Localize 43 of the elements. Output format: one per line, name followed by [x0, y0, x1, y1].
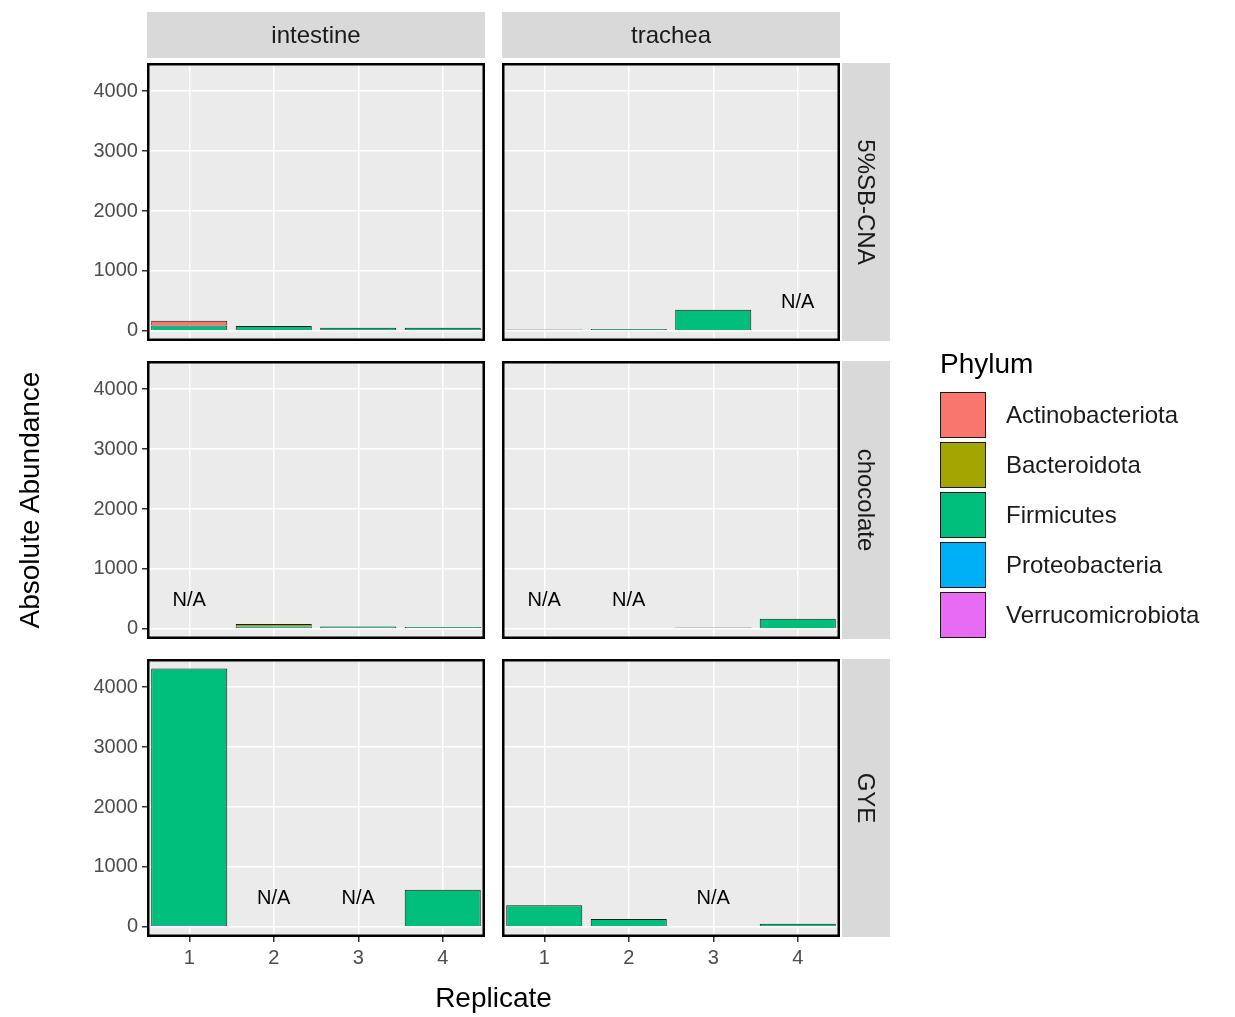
x-tick-label: 2 — [623, 945, 635, 968]
y-tick-label: 2000 — [93, 794, 138, 817]
y2-axis-title: chocolate — [852, 448, 880, 552]
x-tick-label: 1 — [538, 945, 550, 968]
x-tick-label: 2 — [268, 945, 280, 968]
y-tick-label: 1000 — [93, 556, 138, 579]
legend-label: Actinobacteriota — [1006, 401, 1179, 429]
y-axis-title: Absolute Abundance — [14, 371, 46, 629]
y-tick-label: 0 — [126, 318, 138, 341]
y-tick-label: 4000 — [93, 78, 138, 101]
y2-axis-title: GYE — [852, 772, 880, 824]
text: N/A — [257, 886, 291, 909]
text: N/A — [612, 588, 646, 611]
legend-label: Proteobacteria — [1006, 551, 1163, 579]
x-tick-label: 1 — [183, 945, 195, 968]
y-tick-label: 0 — [126, 616, 138, 639]
text: N/A — [696, 886, 730, 909]
x-tick-label: 4 — [437, 945, 449, 968]
text: N/A — [781, 290, 815, 313]
chart-title: intestine — [147, 12, 485, 58]
legend-title: Phylum — [940, 348, 1035, 380]
y-tick-label: 3000 — [93, 734, 138, 757]
legend-label: Firmicutes — [1006, 501, 1117, 529]
x-tick-label: 3 — [352, 945, 364, 968]
y-tick-label: 1000 — [93, 258, 138, 281]
y-tick-label: 0 — [126, 914, 138, 937]
legend-label: Bacteroidota — [1006, 451, 1141, 479]
y-tick-label: 3000 — [93, 436, 138, 459]
x-tick-label: 3 — [707, 945, 719, 968]
y-tick-label: 4000 — [93, 674, 138, 697]
chart-title: trachea — [502, 12, 840, 58]
y-tick-label: 2000 — [93, 496, 138, 519]
x-tick-label: 4 — [792, 945, 804, 968]
text: N/A — [341, 886, 375, 909]
text: N/A — [527, 588, 561, 611]
y2-axis-title: 5%SB-CNA — [852, 139, 880, 265]
y-tick-label: 4000 — [93, 376, 138, 399]
y-tick-label: 3000 — [93, 138, 138, 161]
y-tick-label: 1000 — [93, 854, 138, 877]
legend-label: Verrucomicrobiota — [1006, 601, 1200, 629]
y-tick-label: 2000 — [93, 198, 138, 221]
x-axis-title: Replicate — [434, 982, 553, 1014]
text: N/A — [172, 588, 206, 611]
